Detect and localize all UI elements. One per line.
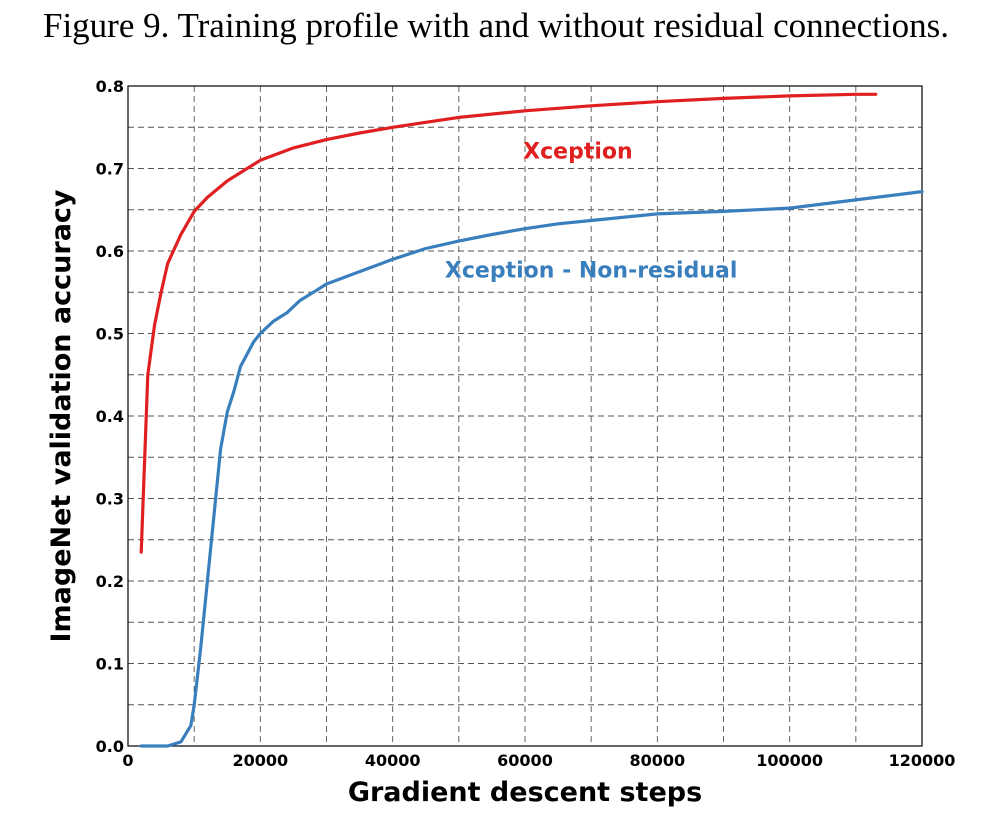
y-tick-label: 0.3 xyxy=(96,490,124,509)
series-group xyxy=(139,92,924,748)
x-tick-label: 60000 xyxy=(497,751,553,770)
y-tick-label: 0.6 xyxy=(96,242,124,261)
y-tick-label: 0.0 xyxy=(96,737,124,756)
x-tick-label: 20000 xyxy=(232,751,288,770)
x-tick-label: 120000 xyxy=(889,751,956,770)
plot-frame xyxy=(127,85,923,747)
y-tick-label: 0.5 xyxy=(96,325,124,344)
x-tick-label: 0 xyxy=(122,751,133,770)
x-tick-label: 80000 xyxy=(629,751,685,770)
series-line-non-residual xyxy=(139,190,924,748)
y-tick-label: 0.2 xyxy=(96,572,124,591)
x-tick-label: 100000 xyxy=(756,751,823,770)
series-label-xception: Xception xyxy=(523,140,633,165)
grid xyxy=(128,86,922,746)
series-line-xception xyxy=(139,92,878,554)
y-tick-label: 0.4 xyxy=(96,407,124,426)
y-tick-label: 0.8 xyxy=(96,77,124,96)
figure-caption: Figure 9. Training profile with and with… xyxy=(42,6,949,45)
y-tick-label: 0.7 xyxy=(96,160,124,179)
series-label-non-residual: Xception - Non-residual xyxy=(445,258,737,283)
y-tick-label: 0.1 xyxy=(96,655,124,674)
y-axis-title: ImageNet validation accuracy xyxy=(46,189,77,642)
tick-labels: 0 20000 40000 60000 80000 100000 120000 0.0 0.1 0… xyxy=(96,77,956,770)
x-axis-title: Gradient descent steps xyxy=(348,777,702,808)
x-tick-label: 40000 xyxy=(365,751,421,770)
